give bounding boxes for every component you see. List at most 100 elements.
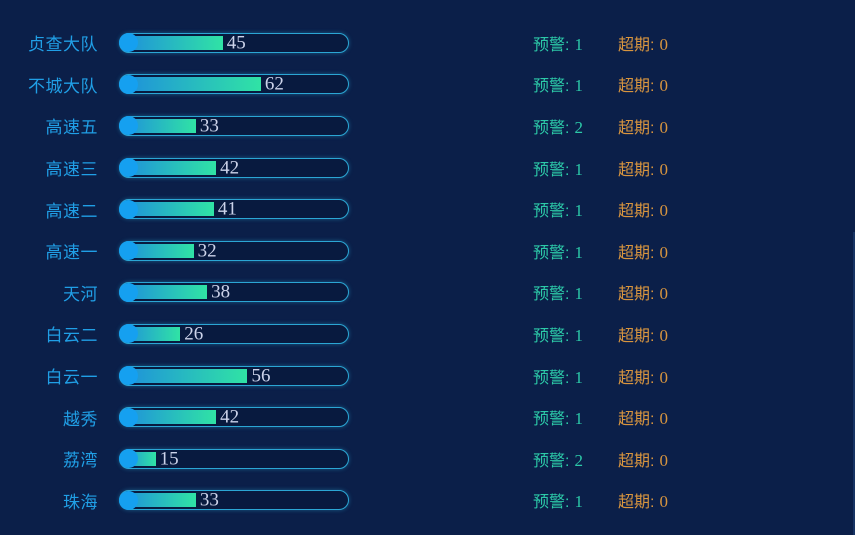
brigade-label: 高速一 xyxy=(45,243,98,263)
overdue-stat: 超期: 0 xyxy=(618,364,668,388)
overdue-count: 0 xyxy=(659,117,668,137)
warning-stat: 预警: 1 xyxy=(533,72,618,96)
warning-stat: 预警: 2 xyxy=(533,447,618,471)
brigade-row: 越秀 42 预警: 1 超期: 0 xyxy=(0,396,855,438)
progress-bar[interactable]: 56 xyxy=(119,365,349,386)
warning-count: 1 xyxy=(574,367,583,387)
warning-label: 预警: xyxy=(533,286,570,304)
progress-bar[interactable]: 33 xyxy=(119,115,349,137)
warning-count: 2 xyxy=(574,450,583,470)
progress-bar[interactable]: 42 xyxy=(119,157,349,179)
brigade-row: 不城大队 62 预警: 1 超期: 0 xyxy=(0,64,855,106)
brigade-label: 不城大队 xyxy=(28,76,98,96)
bar-cap-circle-icon xyxy=(119,199,138,219)
brigade-label: 白云二 xyxy=(45,326,98,346)
progress-bar[interactable]: 45 xyxy=(119,32,349,54)
progress-bar[interactable]: 41 xyxy=(119,199,349,220)
overdue-label: 超期: xyxy=(618,119,655,137)
bar-fill xyxy=(122,285,208,300)
overdue-label: 超期: xyxy=(618,452,655,470)
warning-count: 1 xyxy=(574,284,583,304)
brigade-label: 高速五 xyxy=(45,118,98,138)
progress-bar[interactable]: 26 xyxy=(119,323,349,345)
overdue-count: 0 xyxy=(659,450,668,470)
warning-stat: 预警: 1 xyxy=(533,197,618,221)
bar-fill xyxy=(122,243,194,258)
bar-fill xyxy=(122,160,217,175)
warning-stat: 预警: 1 xyxy=(533,156,618,180)
overdue-label: 超期: xyxy=(618,78,655,96)
bar-fill xyxy=(122,35,223,50)
bar-value: 45 xyxy=(226,32,246,54)
overdue-count: 0 xyxy=(659,409,668,429)
brigade-row: 白云二 26 预警: 1 超期: 0 xyxy=(0,313,855,355)
warning-stat: 预警: 1 xyxy=(533,280,618,304)
bar-value: 62 xyxy=(264,73,284,95)
overdue-stat: 超期: 0 xyxy=(618,114,668,138)
warning-label: 预警: xyxy=(533,494,570,512)
overdue-count: 0 xyxy=(659,325,668,345)
bar-fill xyxy=(122,410,217,425)
warning-label: 预警: xyxy=(533,369,570,387)
overdue-stat: 超期: 0 xyxy=(618,280,668,304)
bar-value: 15 xyxy=(159,448,179,470)
overdue-stat: 超期: 0 xyxy=(618,405,668,429)
bar-cap-circle-icon xyxy=(119,241,138,261)
progress-bar[interactable]: 62 xyxy=(119,73,349,95)
overdue-stat: 超期: 0 xyxy=(618,156,668,180)
progress-bar[interactable]: 32 xyxy=(119,240,349,262)
brigade-label: 高速三 xyxy=(45,160,98,180)
overdue-label: 超期: xyxy=(618,203,655,221)
overdue-stat: 超期: 0 xyxy=(618,447,668,471)
bar-cap-circle-icon xyxy=(119,366,138,386)
brigade-row: 贞查大队 45 预警: 1 超期: 0 xyxy=(0,22,855,64)
progress-bar[interactable]: 42 xyxy=(119,406,349,428)
progress-bar[interactable]: 15 xyxy=(119,448,349,470)
brigade-label: 珠海 xyxy=(63,492,98,512)
brigade-label: 荔湾 xyxy=(63,451,98,471)
bar-cap-circle-icon xyxy=(119,116,138,136)
warning-label: 预警: xyxy=(533,203,570,221)
bar-fill xyxy=(122,202,214,217)
brigade-row: 高速一 32 预警: 1 超期: 0 xyxy=(0,230,855,272)
warning-stat: 预警: 1 xyxy=(533,488,618,512)
bar-value: 42 xyxy=(220,406,240,428)
warning-label: 预警: xyxy=(533,411,570,429)
overdue-label: 超期: xyxy=(618,494,655,512)
bar-cap-circle-icon xyxy=(119,158,138,178)
bar-value: 42 xyxy=(220,157,240,179)
bar-value: 26 xyxy=(184,323,204,345)
adjacent-panel-edge xyxy=(853,232,855,535)
overdue-count: 0 xyxy=(659,76,668,96)
overdue-label: 超期: xyxy=(618,411,655,429)
bar-cap-circle-icon xyxy=(119,282,138,302)
brigade-row: 天河 38 预警: 1 超期: 0 xyxy=(0,272,855,314)
brigade-row: 荔湾 15 预警: 2 超期: 0 xyxy=(0,438,855,480)
warning-stat: 预警: 1 xyxy=(533,31,618,55)
progress-bar[interactable]: 33 xyxy=(119,490,349,511)
bar-value: 32 xyxy=(197,240,217,262)
brigade-row: 高速三 42 预警: 1 超期: 0 xyxy=(0,147,855,189)
overdue-stat: 超期: 0 xyxy=(618,488,668,512)
overdue-count: 0 xyxy=(659,159,668,179)
overdue-label: 超期: xyxy=(618,369,655,387)
overdue-label: 超期: xyxy=(618,327,655,345)
overdue-label: 超期: xyxy=(618,244,655,262)
warning-label: 预警: xyxy=(533,161,570,179)
overdue-label: 超期: xyxy=(618,36,655,54)
warning-count: 2 xyxy=(574,117,583,137)
brigade-row: 高速二 41 预警: 1 超期: 0 xyxy=(0,188,855,230)
brigade-label: 白云一 xyxy=(45,368,98,388)
progress-bar[interactable]: 38 xyxy=(119,281,349,303)
bar-cap-circle-icon xyxy=(119,449,138,469)
bar-fill xyxy=(122,493,196,508)
bar-value: 38 xyxy=(211,281,231,303)
warning-stat: 预警: 1 xyxy=(533,405,618,429)
overdue-stat: 超期: 0 xyxy=(618,322,668,346)
brigade-label: 越秀 xyxy=(63,409,98,429)
brigade-label: 贞查大队 xyxy=(28,35,98,55)
bar-value: 33 xyxy=(199,115,219,137)
overdue-count: 0 xyxy=(659,284,668,304)
brigade-row: 高速五 33 预警: 2 超期: 0 xyxy=(0,105,855,147)
bar-cap-circle-icon xyxy=(119,324,138,344)
